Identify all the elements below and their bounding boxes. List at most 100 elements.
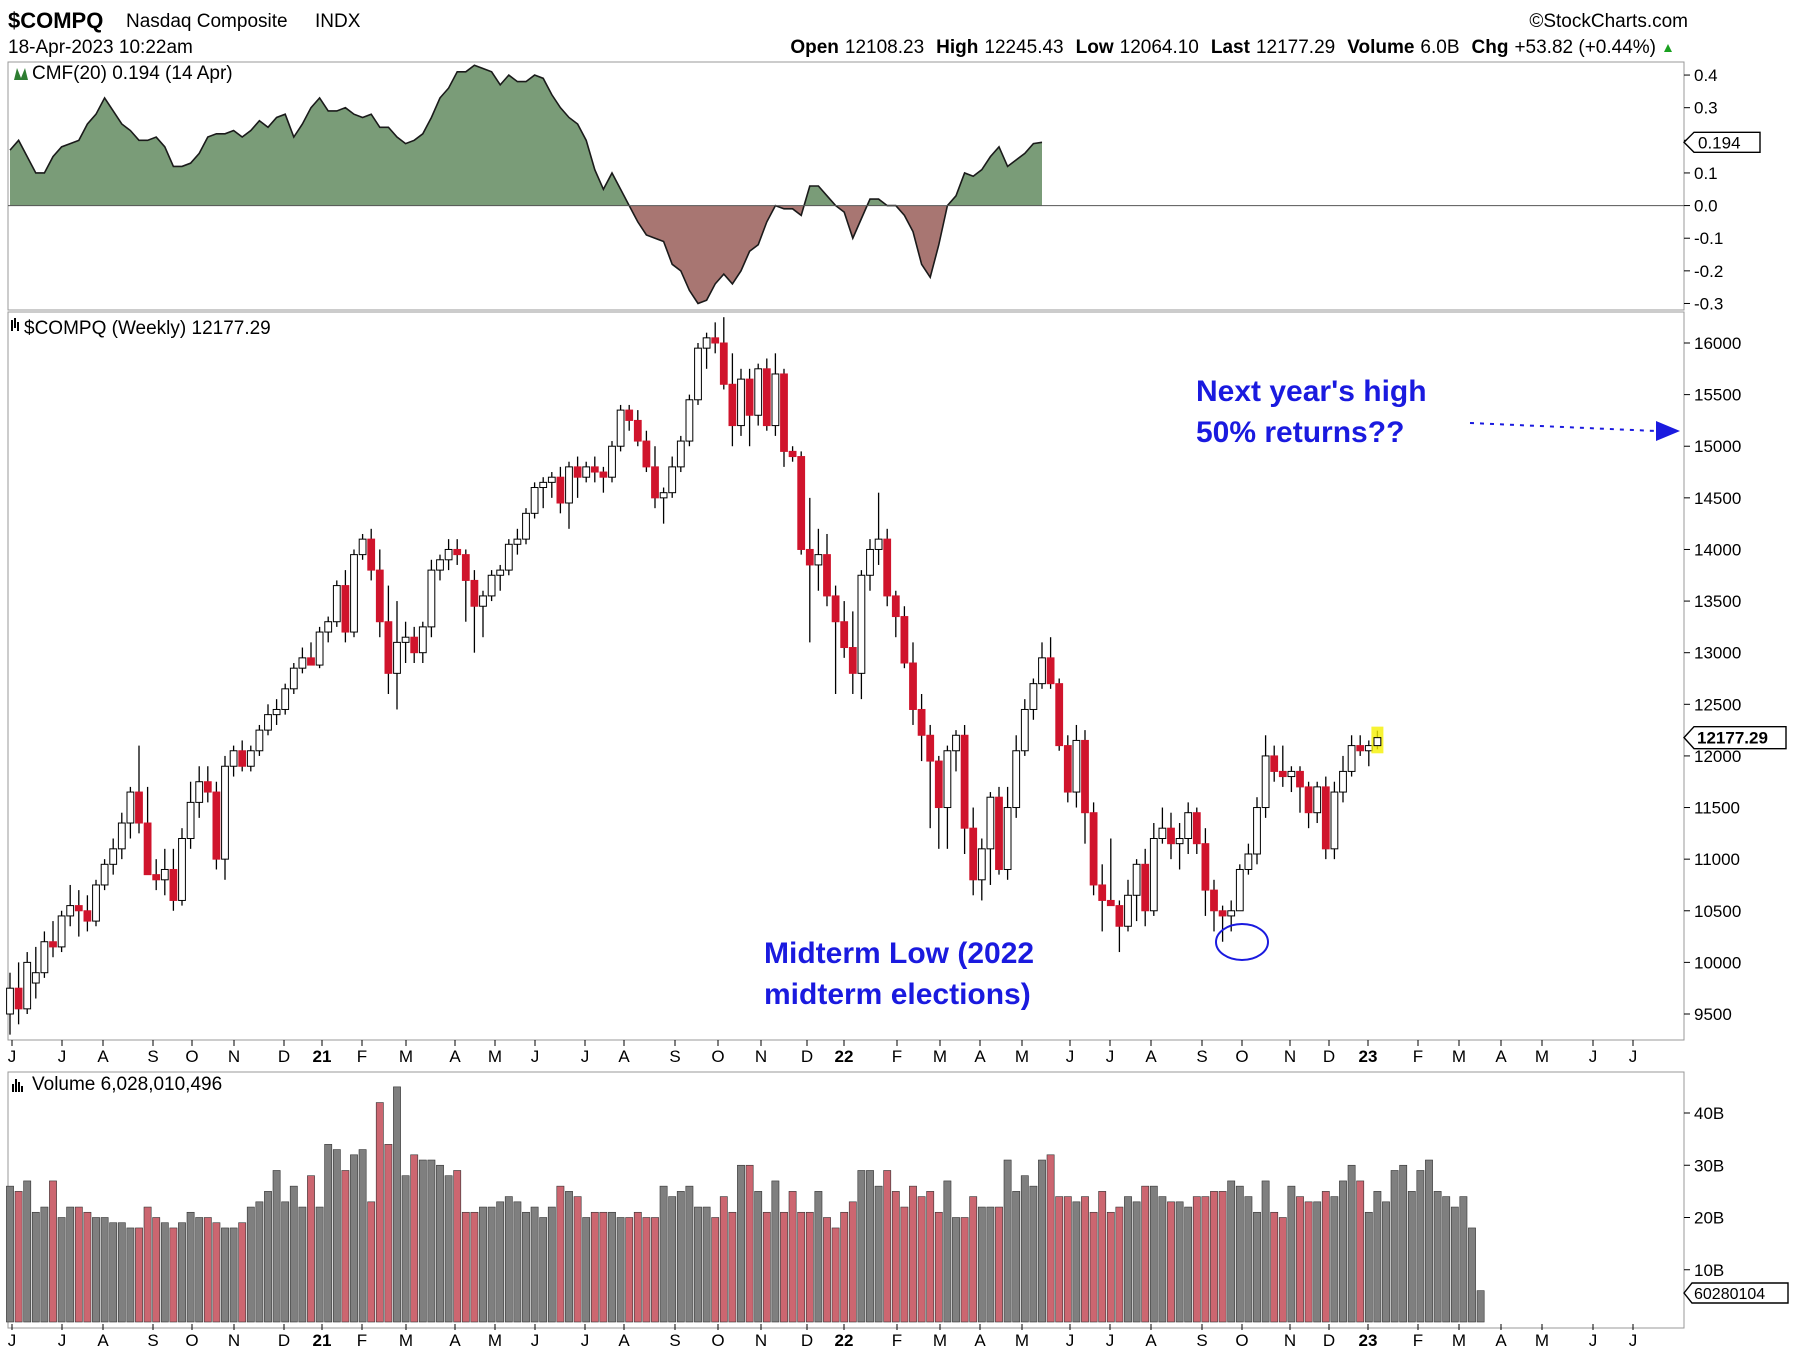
- price-candle-down: [625, 409, 634, 421]
- volume-bar-down: [840, 1211, 849, 1323]
- price-panel: 16000 15500 15000 14500 14000 13500 13000 12500…: [6, 311, 1787, 1041]
- price-candle-up: [539, 481, 548, 489]
- price-candle-up: [264, 714, 272, 731]
- price-x-tick-label: J: [58, 1047, 67, 1066]
- price-candles: [6, 317, 1384, 1035]
- volume-bar-down: [49, 1180, 57, 1323]
- price-candle-up: [866, 548, 874, 576]
- volume-bar-up: [685, 1185, 694, 1323]
- price-x-tick-label: F: [357, 1047, 367, 1066]
- price-candle-down: [719, 342, 728, 385]
- price-candle-down: [1167, 827, 1175, 845]
- price-candle-down: [909, 662, 917, 710]
- volume-bar-down: [74, 1206, 83, 1323]
- price-candle-down: [1278, 770, 1287, 778]
- volume-bar-down: [891, 1191, 900, 1323]
- volume-bar-up: [40, 1206, 49, 1323]
- volume-bar-down: [797, 1211, 806, 1323]
- volume-bar-down: [169, 1227, 178, 1323]
- volume-bar-up: [1339, 1180, 1347, 1323]
- volume-bar-down: [651, 1217, 659, 1323]
- volume-bar-up: [771, 1180, 780, 1323]
- volume-x-tick-label: M: [1452, 1331, 1466, 1350]
- annotation-low-line1: Midterm Low (2022: [764, 937, 1034, 970]
- volume-x-tick-label: O: [1235, 1331, 1248, 1350]
- volume-bar-up: [160, 1222, 169, 1323]
- price-candle-up: [418, 626, 427, 654]
- price-candle-up: [358, 538, 367, 556]
- price-candle-up: [427, 569, 436, 628]
- price-candle-down: [461, 554, 470, 581]
- volume-x-tick-label: M: [1535, 1331, 1549, 1350]
- price-candle-down: [934, 760, 943, 809]
- volume-bar-up: [66, 1206, 75, 1323]
- cmf-tick-label: -0.1: [1694, 229, 1723, 248]
- volume-bar-up: [1433, 1191, 1442, 1323]
- price-candle-up: [1227, 910, 1236, 917]
- volume-bar-down: [1210, 1191, 1218, 1323]
- volume-bar-down: [212, 1222, 221, 1323]
- volume-bar-up: [92, 1217, 100, 1323]
- volume-bar-up: [1158, 1196, 1167, 1323]
- price-candle-up: [436, 559, 444, 571]
- price-tick-label: 11500: [1694, 799, 1740, 818]
- projection-arrow-line: [1469, 422, 1657, 432]
- volume-bar-up: [332, 1149, 341, 1323]
- volume-x-tick-label: J: [581, 1331, 590, 1350]
- volume-bar-down: [367, 1201, 376, 1323]
- volume-bar-up: [1330, 1196, 1339, 1323]
- price-x-tick-label: D: [278, 1047, 290, 1066]
- volume-bar-up: [289, 1185, 298, 1323]
- volume-bar-down: [135, 1227, 143, 1323]
- price-candle-down: [900, 616, 909, 664]
- price-candle-up: [1132, 863, 1141, 896]
- volume-bar-down: [848, 1201, 857, 1323]
- price-candle-up: [195, 781, 204, 803]
- cmf-positive-area: [10, 65, 630, 206]
- volume-bar-up: [1253, 1211, 1261, 1323]
- price-candle-down: [307, 657, 315, 666]
- volume-bar-down: [1278, 1217, 1287, 1323]
- price-candle-down: [1115, 905, 1124, 927]
- price-candle-up: [479, 595, 487, 607]
- volume-bar-up: [814, 1191, 823, 1323]
- price-x-tick-label: N: [228, 1047, 240, 1066]
- price-candle-down: [1201, 843, 1210, 891]
- volume-bar-down: [590, 1211, 599, 1323]
- price-tick-label: 12000: [1694, 747, 1741, 766]
- price-candle-down: [14, 987, 23, 1010]
- price-candle-up: [1339, 770, 1347, 793]
- price-value-box-label: 12177.29: [1697, 729, 1768, 748]
- projection-arrowhead: [1656, 421, 1680, 441]
- cmf-value-box-label: 0.194: [1698, 133, 1741, 152]
- price-candle-down: [1321, 786, 1330, 850]
- price-axis: 16000 15500 15000 14500 14000 13500 13000 12500…: [1684, 334, 1741, 1024]
- volume-value: 6.0B: [1420, 37, 1459, 58]
- price-candle-up: [1020, 708, 1029, 752]
- price-candle-up: [547, 476, 556, 483]
- volume-bar-up: [350, 1154, 358, 1323]
- volume-bar-up: [31, 1211, 40, 1323]
- price-candle-down: [599, 471, 608, 478]
- volume-x-tick-label: A: [1145, 1331, 1157, 1350]
- price-candle-down: [926, 734, 935, 762]
- volume-bar-up: [616, 1217, 625, 1323]
- price-candle-up: [874, 538, 883, 550]
- volume-bar-down: [917, 1196, 926, 1323]
- volume-bar-down: [238, 1222, 247, 1323]
- volume-bar-up: [109, 1222, 118, 1323]
- cmf-positive-area: [947, 142, 1042, 206]
- price-candle-up: [315, 631, 324, 666]
- price-candle-down: [1081, 739, 1089, 814]
- price-tick-label: 10000: [1694, 953, 1741, 972]
- price-candle-up: [109, 848, 118, 865]
- price-candle-up: [857, 574, 866, 674]
- price-x-tick-label: O: [185, 1047, 198, 1066]
- price-tick-label: 14500: [1694, 489, 1741, 508]
- volume-bar-down: [909, 1185, 917, 1323]
- volume-bar-down: [934, 1211, 943, 1323]
- volume-x-tick-label: O: [711, 1331, 724, 1350]
- volume-bar-down: [1218, 1191, 1227, 1323]
- price-candle-up: [496, 569, 505, 576]
